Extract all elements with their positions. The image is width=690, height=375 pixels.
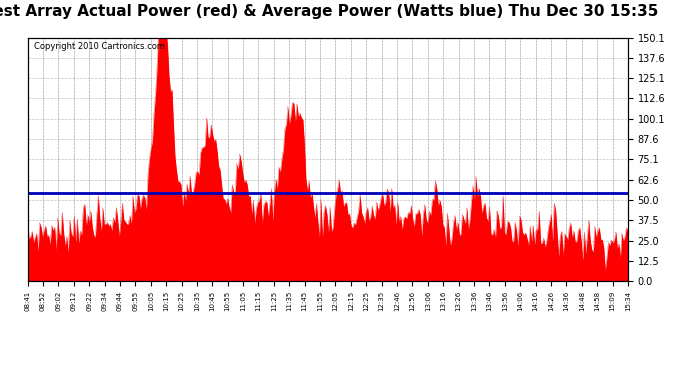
Text: Copyright 2010 Cartronics.com: Copyright 2010 Cartronics.com <box>34 42 165 51</box>
Text: West Array Actual Power (red) & Average Power (Watts blue) Thu Dec 30 15:35: West Array Actual Power (red) & Average … <box>0 4 658 19</box>
